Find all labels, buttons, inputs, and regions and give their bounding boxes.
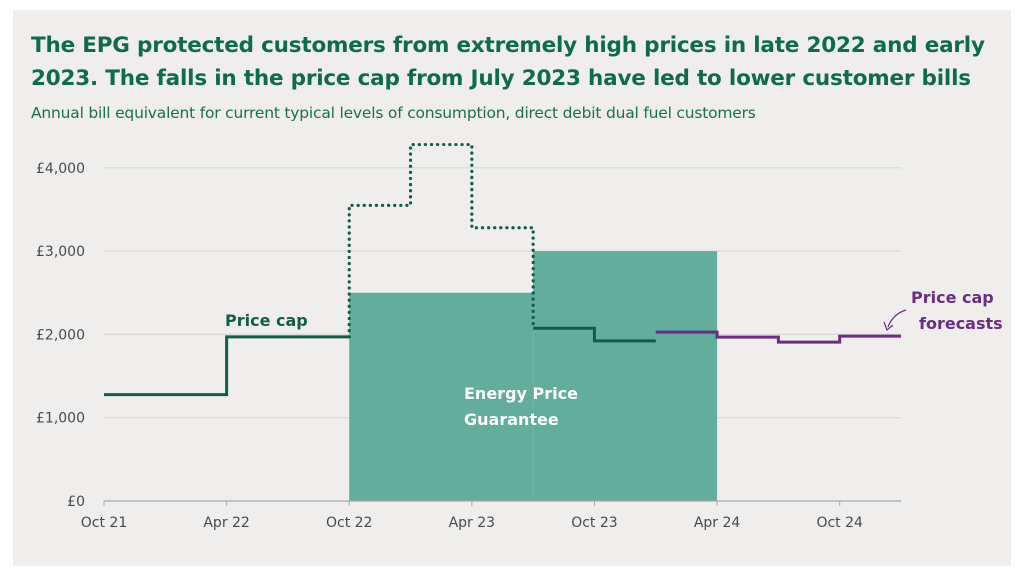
y-axis: £0 £1,000 £2,000 £3,000 £4,000	[36, 161, 85, 510]
price-cap-line	[104, 335, 350, 397]
y-tick-label: £2,000	[36, 327, 85, 343]
epg-bar	[533, 251, 718, 501]
forecast-arrow-head	[883, 321, 894, 332]
x-tick-label: Oct 23	[571, 515, 617, 531]
forecast-line	[655, 330, 901, 344]
y-tick-label: £4,000	[36, 161, 85, 177]
epg-label-line1: Energy Price	[464, 384, 578, 403]
forecast-label-line1: Price cap	[911, 288, 994, 307]
x-tick-label: Apr 23	[449, 515, 495, 531]
x-tick-label: Apr 24	[694, 515, 741, 531]
epg-area	[349, 251, 718, 501]
y-tick-label: £1,000	[36, 411, 85, 427]
epg-bar	[349, 292, 534, 501]
price-cap-label: Price cap	[225, 311, 308, 330]
price-cap-dotted-line	[347, 142, 535, 339]
chart-title: The EPG protected customers from extreme…	[31, 33, 985, 91]
x-tick-label: Oct 21	[81, 515, 127, 531]
y-tick-label: £3,000	[36, 244, 85, 260]
x-tick-label: Apr 22	[203, 515, 249, 531]
series-lines	[104, 142, 901, 397]
x-axis: Oct 21 Apr 22 Oct 22 Apr 23 Oct 23 Apr 24 Oct …	[81, 500, 901, 531]
x-tick-label: Oct 24	[816, 515, 863, 531]
price-cap-line	[533, 326, 656, 343]
chart-subtitle: Annual bill equivalent for current typic…	[31, 104, 756, 122]
x-tick-label: Oct 22	[326, 515, 372, 531]
forecast-label-line2: forecasts	[919, 314, 1003, 333]
forecast-arrow	[887, 309, 907, 328]
annotations: Price cap Energy Price Guarantee Price c…	[225, 288, 1003, 429]
epg-label-line2: Guarantee	[464, 410, 559, 429]
y-tick-label: £0	[67, 494, 85, 510]
